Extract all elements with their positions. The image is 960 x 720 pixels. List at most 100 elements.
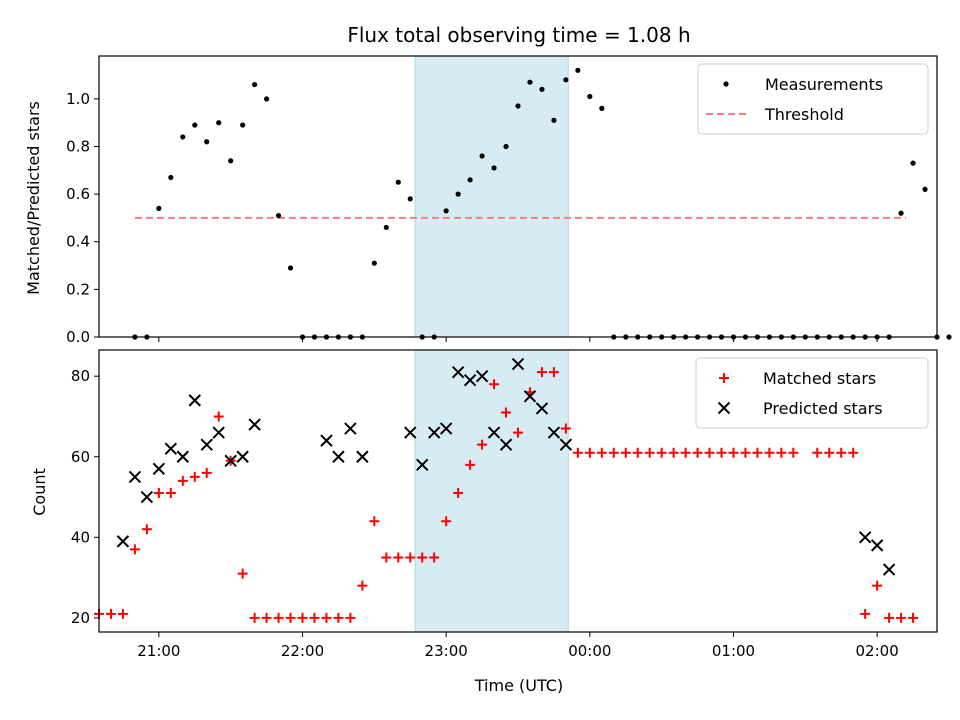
data-point: [872, 580, 883, 591]
data-point: [141, 524, 152, 535]
data-point: [383, 224, 389, 231]
data-point: [632, 447, 643, 458]
plot-frame: [98, 349, 938, 633]
data-point: [898, 210, 904, 216]
data-point: [212, 426, 225, 439]
data-point: [200, 438, 213, 451]
data-point: [587, 93, 593, 100]
data-point: [237, 568, 248, 579]
shaded-interval: [414, 349, 569, 633]
data-point: [153, 488, 164, 499]
data-point: [560, 423, 571, 434]
data-point: [381, 552, 392, 563]
y-tick-label: 0.4: [66, 233, 90, 251]
y-tick-label: 1.0: [66, 90, 90, 108]
data-point: [192, 122, 198, 128]
data-point: [547, 426, 561, 439]
data-point: [680, 447, 691, 458]
data-point: [620, 447, 631, 458]
data-point: [477, 439, 488, 450]
data-point: [404, 426, 417, 439]
data-point: [416, 458, 429, 472]
data-point: [812, 447, 823, 458]
data-point: [248, 418, 261, 431]
legend-label: Predicted stars: [763, 399, 883, 418]
data-point: [487, 426, 501, 439]
data-point: [608, 447, 619, 458]
data-point: [539, 86, 545, 92]
top-y-axis-label: Matched/Predicted stars: [24, 101, 43, 295]
x-tick-label: 21:00: [137, 642, 180, 660]
data-point: [128, 470, 142, 484]
plot-frame: [98, 55, 938, 338]
data-point: [152, 462, 166, 476]
series-0: [94, 367, 919, 623]
legend: Measurements Threshold: [697, 63, 929, 135]
data-point: [463, 374, 477, 387]
data-point: [656, 447, 667, 458]
data-point: [117, 608, 128, 619]
data-point: [536, 367, 547, 378]
data-point: [443, 208, 449, 214]
data-point: [584, 447, 595, 458]
data-point: [511, 357, 525, 371]
y-tick-label: 0.8: [66, 137, 90, 155]
data-point: [285, 612, 296, 623]
data-point: [501, 407, 512, 418]
data-point: [489, 379, 500, 390]
data-point: [189, 471, 200, 482]
series-0: [132, 67, 952, 340]
data-point: [395, 179, 401, 185]
data-point: [287, 265, 294, 271]
data-point: [475, 369, 489, 383]
data-point: [441, 516, 452, 527]
data-point: [563, 77, 569, 83]
legend-box: [697, 63, 929, 135]
data-point: [356, 450, 369, 463]
legend-marker: [717, 401, 731, 415]
data-point: [668, 447, 679, 458]
bottom-panel: 20 40 60 80 21:00 22:00 23:00 00:00 01:00 02:00 Ma…: [71, 349, 938, 660]
legend: Matched stars Predicted stars: [695, 357, 929, 429]
chart-title: Flux total observing time = 1.08 h: [347, 23, 690, 47]
data-point: [922, 186, 928, 192]
data-point: [551, 117, 557, 123]
data-point: [451, 365, 465, 379]
data-point: [224, 454, 237, 467]
data-point: [860, 608, 871, 619]
y-tick-label: 0.6: [66, 185, 90, 203]
data-point: [321, 612, 332, 623]
data-point: [728, 447, 739, 458]
y-tick-label: 0.0: [66, 328, 90, 346]
bottom-y-axis-label: Count: [30, 468, 49, 516]
data-point: [527, 79, 533, 85]
data-point: [156, 205, 162, 212]
data-point: [439, 422, 453, 435]
data-point: [309, 612, 320, 623]
data-point: [188, 394, 201, 407]
data-point: [764, 447, 775, 458]
data-point: [333, 612, 344, 623]
data-point: [332, 450, 345, 463]
legend-marker: [723, 81, 729, 87]
data-point: [275, 212, 282, 219]
series-1: [116, 357, 896, 576]
top-panel: 0.0 0.2 0.4 0.6 0.8 1.0 Measurements Threshold: [66, 55, 952, 346]
data-point: [575, 67, 581, 73]
data-point: [228, 158, 234, 164]
data-point: [116, 535, 130, 548]
data-point: [910, 160, 916, 166]
data-point: [213, 411, 224, 422]
data-point: [515, 103, 521, 109]
data-point: [499, 438, 513, 451]
data-point: [180, 134, 186, 140]
data-point: [176, 450, 190, 463]
data-point: [165, 488, 176, 499]
x-axis-label: Time (UTC): [474, 676, 563, 695]
data-point: [201, 467, 212, 478]
data-point: [523, 390, 537, 403]
data-point: [129, 544, 140, 555]
data-point: [429, 552, 440, 563]
data-point: [140, 490, 154, 504]
